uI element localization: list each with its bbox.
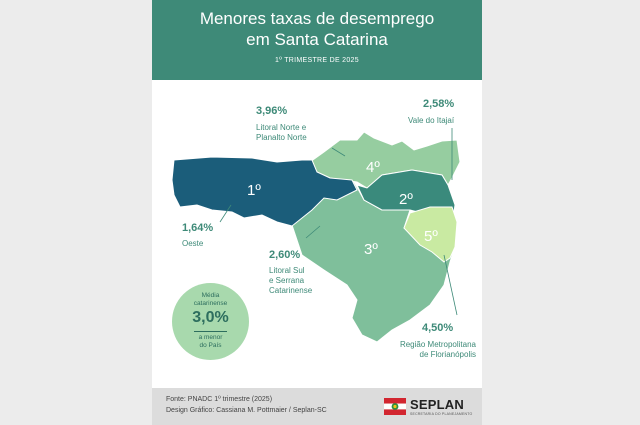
rate-vale-do-itajai: 2,58% [423, 98, 455, 110]
rate-oeste: 1,64% [182, 222, 214, 234]
logo-name: SEPLAN [410, 397, 464, 412]
leader-line-oeste [219, 204, 232, 223]
rank-label-oeste: 1º [247, 182, 261, 199]
label-metropolitana-line1: Região Metropolitana [399, 340, 476, 349]
label-litoral-sul-line2: e Serrana [269, 276, 305, 285]
seplan-logo: SEPLAN SECRETARIA DO PLANEJAMENTO [384, 396, 476, 420]
label-metropolitana: Região Metropolitana de Florianópolis [366, 340, 476, 360]
rate-litoral-sul-serrana: 2,60% [269, 249, 301, 261]
average-value: 3,0% [192, 309, 229, 326]
label-litoral-sul-serrana: Litoral Sul e Serrana Catarinense [269, 266, 312, 296]
subtitle: 1º TRIMESTRE DE 2025 [275, 57, 359, 64]
infographic-card: Menores taxas de desemprego em Santa Cat… [152, 0, 482, 425]
rate-litoral-norte: 3,96% [256, 105, 288, 117]
page-title: Menores taxas de desemprego em Santa Cat… [152, 8, 482, 50]
average-caption-top: Média catarinense [172, 292, 249, 308]
title-line-1: Menores taxas de desemprego [199, 9, 435, 28]
leader-line-metropolitana [443, 254, 458, 316]
logo-tagline: SECRETARIA DO PLANEJAMENTO [410, 412, 473, 416]
rate-metropolitana: 4,50% [422, 322, 454, 334]
region-oeste [171, 156, 358, 227]
average-line2: catarinense [193, 300, 228, 307]
rank-label-litoral-norte: 4º [366, 159, 380, 176]
leader-line-litoral-norte [331, 147, 346, 157]
label-litoral-sul-line1: Litoral Sul [269, 266, 305, 275]
rank-label-vale-do-itajai: 2º [399, 191, 413, 208]
average-badge: Média catarinense 3,0% a menor do País [172, 283, 249, 360]
average-line4: do País [199, 342, 222, 349]
rank-label-litoral-sul-serrana: 3º [364, 241, 378, 258]
title-line-2: em Santa Catarina [246, 30, 388, 49]
source-note: Fonte: PNADC 1º trimestre (2025) [166, 396, 273, 403]
header-banner: Menores taxas de desemprego em Santa Cat… [152, 0, 482, 80]
average-line1: Média [201, 292, 220, 299]
santa-catarina-flag-icon [384, 398, 406, 415]
label-litoral-sul-line3: Catarinense [269, 286, 313, 295]
label-metropolitana-line2: de Florianópolis [419, 350, 476, 359]
design-credit: Design Gráfico: Cassiana M. Pottmaier / … [166, 407, 327, 414]
rank-label-metropolitana: 5º [424, 228, 438, 245]
leader-line-litoral-sul [305, 225, 321, 239]
region-metropolitana-florianopolis [403, 206, 458, 263]
average-divider [194, 331, 227, 332]
label-vale-do-itajai: Vale do Itajaí [408, 116, 455, 125]
label-litoral-norte-line2: Planalto Norte [256, 133, 307, 142]
average-caption-bottom: a menor do País [172, 334, 249, 350]
label-oeste: Oeste [182, 239, 204, 248]
label-litoral-norte-line1: Litoral Norte e [256, 123, 307, 132]
santa-catarina-map: 1º 2º 3º 4º 5º [171, 128, 461, 343]
region-litoral-norte-planalto-norte [309, 131, 461, 189]
footer: Fonte: PNADC 1º trimestre (2025) Design … [152, 388, 482, 425]
label-litoral-norte: Litoral Norte e Planalto Norte [256, 123, 307, 143]
average-line3: a menor [198, 334, 223, 341]
